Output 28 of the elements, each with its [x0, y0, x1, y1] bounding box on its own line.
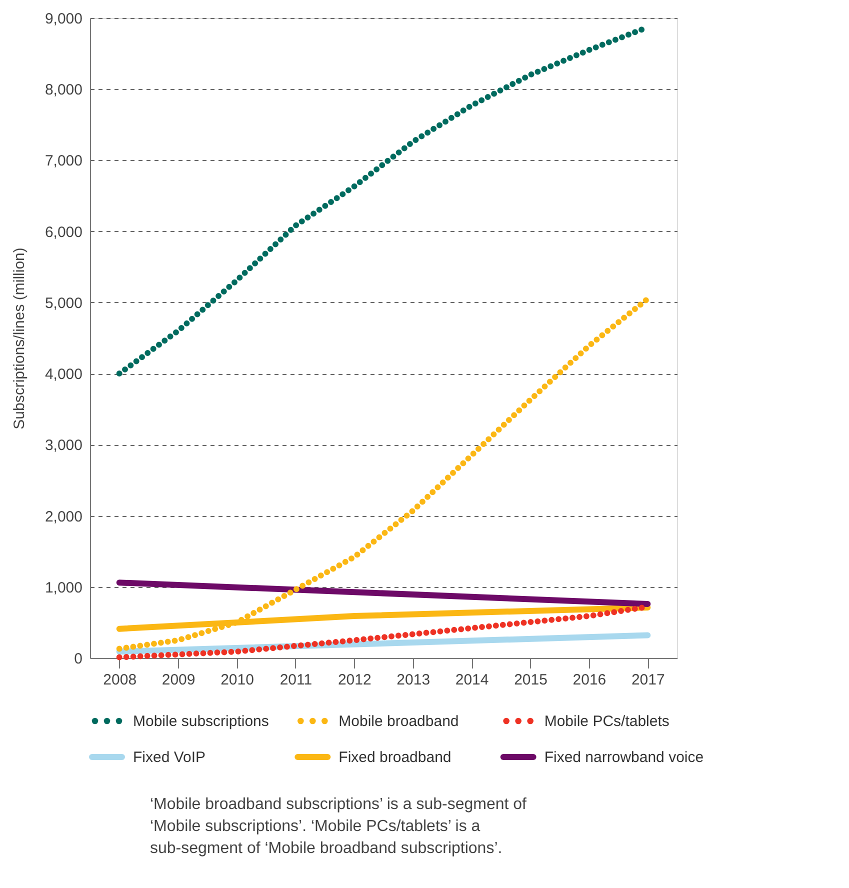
x-tick-label: 2008: [103, 672, 137, 688]
legend-label: Fixed narrowband voice: [544, 749, 704, 766]
y-tick-label: 6,000: [44, 224, 82, 241]
legend-label: Mobile PCs/tablets: [544, 713, 670, 730]
x-tick-label: 2011: [280, 672, 312, 688]
y-tick-label: 2,000: [44, 508, 82, 526]
x-tick-label: 2016: [572, 672, 606, 688]
x-tick-label: 2009: [162, 672, 196, 688]
legend-label: Mobile broadband: [338, 713, 459, 730]
y-tick-label: 0: [74, 650, 82, 668]
y-tick-label: 1,000: [44, 579, 82, 596]
y-tick-label: 4,000: [44, 366, 82, 384]
y-axis-title: Subscriptions/lines (million): [10, 248, 28, 430]
legend-label: Mobile subscriptions: [133, 713, 269, 730]
legend-label: Fixed broadband: [338, 749, 452, 766]
text: ‘Mobile broadband subscriptions’ is a sub-segment of ‘Mobile subscriptions’. ‘Mobile PCs/tablets’ is a sub-segment of ‘Mobile broadband subscriptions’.: [150, 796, 528, 857]
x-tick-label: 2010: [220, 672, 254, 688]
x-tick-label: 2015: [514, 672, 548, 688]
x-tick-label: 2017: [631, 672, 665, 688]
y-tick-label: 8,000: [44, 82, 82, 99]
legend-label: Fixed VoIP: [133, 749, 206, 766]
x-tick-label: 2014: [455, 672, 489, 688]
y-tick-label: 5,000: [44, 294, 82, 312]
x-tick-label: 2013: [396, 672, 430, 688]
y-tick-label: 3,000: [44, 437, 82, 454]
y-tick-label: 7,000: [44, 152, 82, 170]
x-tick-label: 2012: [338, 672, 372, 688]
y-tick-label: 9,000: [44, 10, 82, 28]
